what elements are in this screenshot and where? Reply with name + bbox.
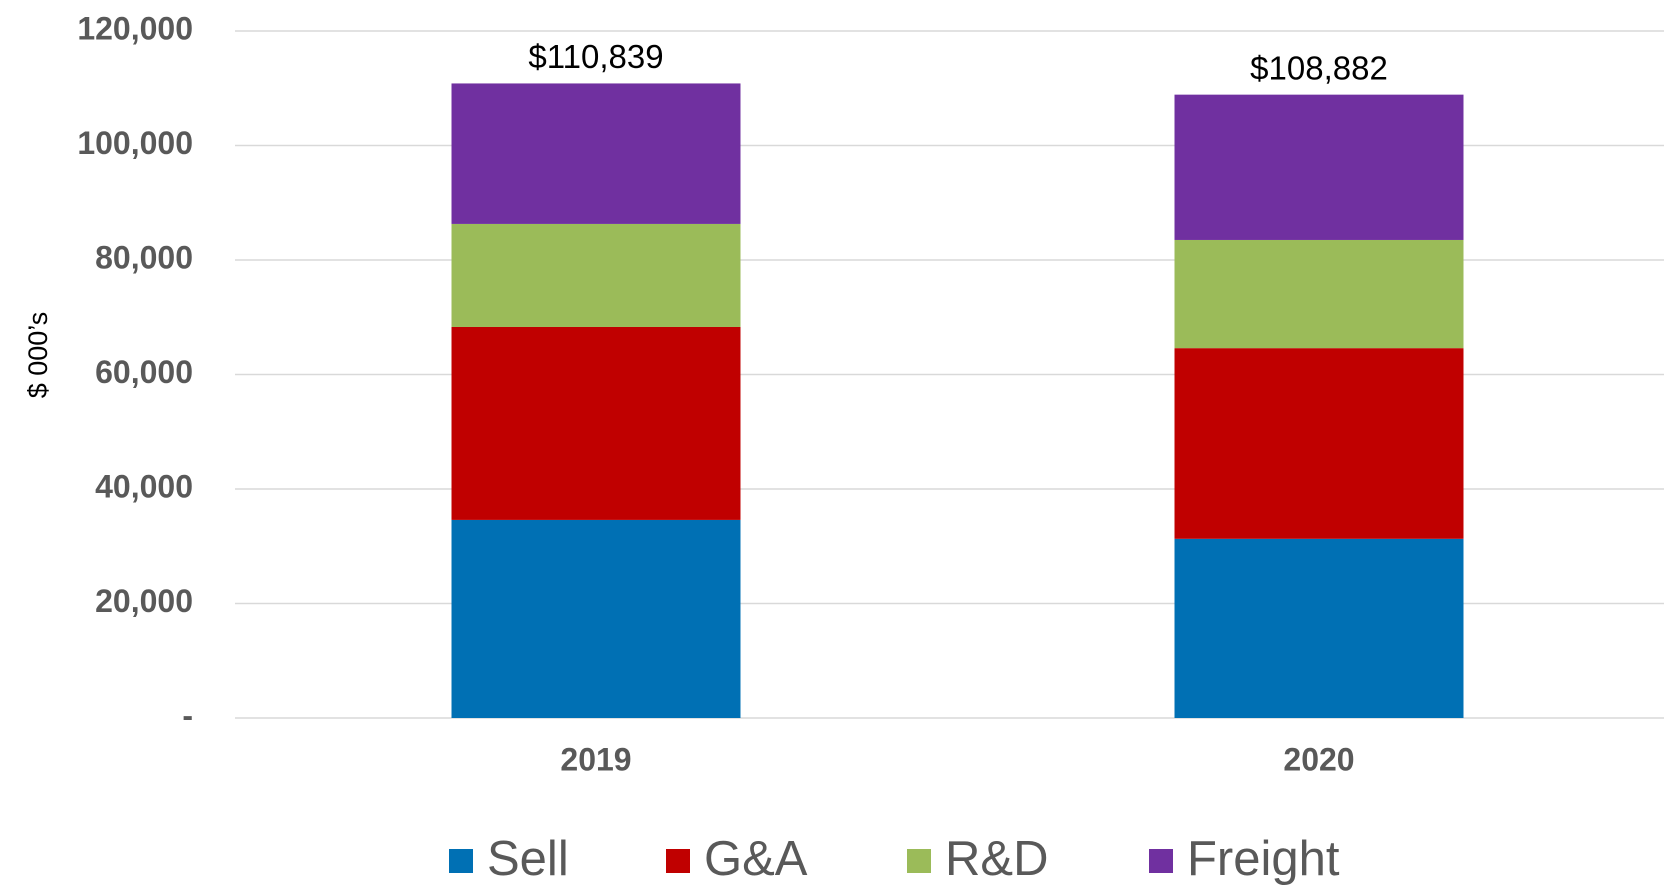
bar-segment: [1174, 538, 1464, 718]
y-tick-label: 60,000: [95, 354, 193, 390]
legend-swatch: [1149, 849, 1173, 873]
legend-swatch: [666, 849, 690, 873]
bar-segment: [451, 326, 741, 520]
x-tick-label: 2020: [1283, 741, 1354, 777]
legend-label: R&D: [945, 832, 1048, 886]
total-label: $110,839: [528, 38, 663, 75]
bar-segment: [1174, 348, 1464, 539]
legend-swatch: [907, 849, 931, 873]
y-tick-label: 20,000: [95, 583, 193, 619]
y-tick-label: 40,000: [95, 468, 193, 504]
y-axis-label: $ 000’s: [23, 312, 53, 399]
y-tick-label: 100,000: [77, 125, 193, 161]
total-label: $108,882: [1250, 49, 1388, 86]
x-tick-label: 2019: [560, 741, 631, 777]
legend-swatch: [449, 849, 473, 873]
bar-segment: [451, 83, 741, 224]
legend-label: Freight: [1187, 832, 1340, 886]
y-tick-label: 80,000: [95, 239, 193, 275]
bar-segment: [1174, 239, 1464, 349]
y-tick-label: -: [182, 697, 193, 733]
bar-segment: [1174, 94, 1464, 240]
y-tick-label: 120,000: [77, 10, 193, 46]
legend-label: G&A: [704, 832, 808, 886]
legend-label: Sell: [487, 832, 569, 886]
bar-segment: [451, 223, 741, 327]
bar-segment: [451, 519, 741, 718]
